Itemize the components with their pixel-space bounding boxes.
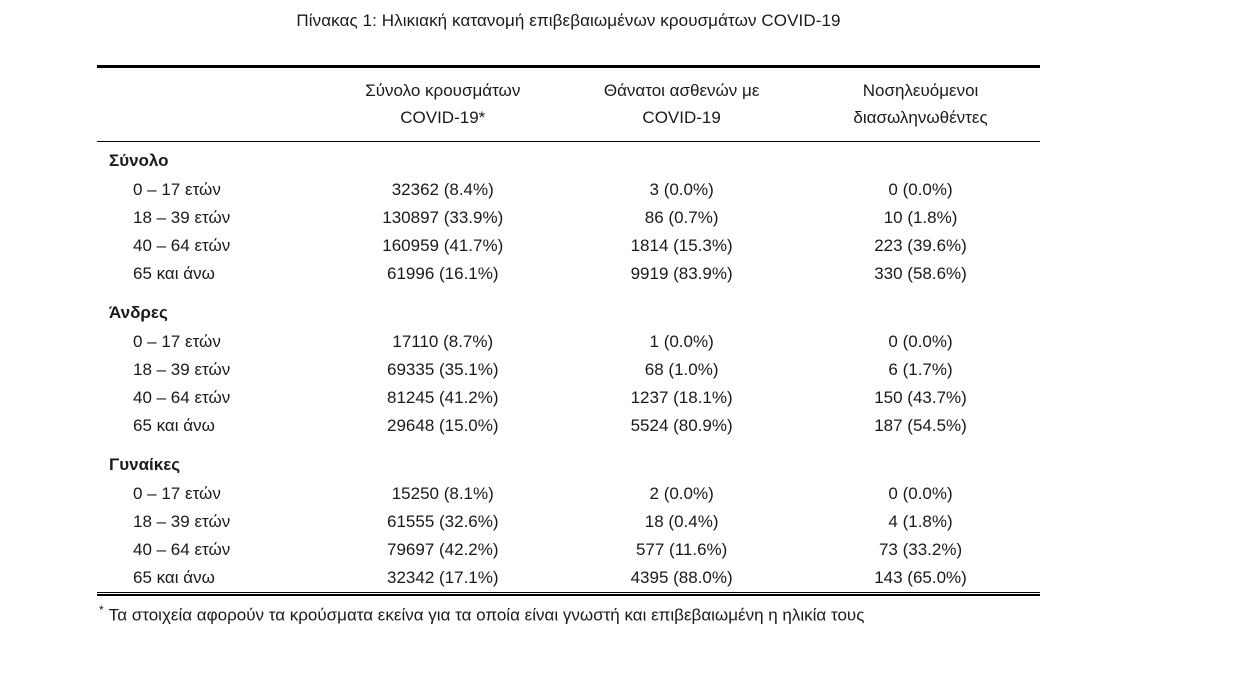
cases-value: 69335 (35.1%) [387, 360, 499, 379]
table-title: Πίνακας 1: Ηλικιακή κατανομή επιβεβαιωμέ… [296, 11, 841, 30]
table-row: 18 – 39 ετών 69335 (35.1%) 68 (1.0%) 6 (… [97, 356, 1040, 384]
table-row: 40 – 64 ετών 81245 (41.2%) 1237 (18.1%) … [97, 384, 1040, 412]
deaths-value: 4395 (88.0%) [630, 568, 733, 587]
section-header-women: Γυναίκες [97, 440, 1040, 480]
deaths-value: 86 (0.7%) [644, 208, 719, 227]
cases-value: 160959 (41.7%) [382, 236, 504, 255]
age-group-label: 0 – 17 ετών [133, 332, 221, 351]
table-row: 0 – 17 ετών 15250 (8.1%) 2 (0.0%) 0 (0.0… [97, 480, 1040, 508]
column-header-line: Νοσηλευόμενοι [862, 81, 979, 100]
age-group-label: 18 – 39 ετών [133, 208, 231, 227]
table-row: 18 – 39 ετών 130897 (33.9%) 86 (0.7%) 10… [97, 204, 1040, 232]
age-group-label: 65 και άνω [133, 416, 215, 435]
cases-value: 29648 (15.0%) [387, 416, 499, 435]
intubated-value: 0 (0.0%) [888, 332, 953, 351]
column-header-line: Σύνολο κρουσμάτων [365, 81, 521, 100]
footnote-marker: * [99, 603, 104, 617]
column-header-line: διασωληνωθέντες [853, 108, 988, 127]
intubated-value: 6 (1.7%) [888, 360, 953, 379]
deaths-value: 3 (0.0%) [649, 180, 714, 199]
section-header-men: Άνδρες [97, 288, 1040, 328]
intubated-value: 330 (58.6%) [874, 264, 967, 283]
section-name: Σύνολο [109, 151, 169, 170]
column-header-deaths: Θάνατοι ασθενών με COVID-19 [562, 67, 801, 142]
age-group-label: 0 – 17 ετών [133, 180, 221, 199]
deaths-value: 1237 (18.1%) [630, 388, 733, 407]
deaths-value: 18 (0.4%) [644, 512, 719, 531]
cases-value: 32362 (8.4%) [391, 180, 494, 199]
table-row: 65 και άνω 29648 (15.0%) 5524 (80.9%) 18… [97, 412, 1040, 440]
age-group-label: 65 και άνω [133, 264, 215, 283]
deaths-value: 1 (0.0%) [649, 332, 714, 351]
column-header-line: COVID-19 [642, 108, 721, 127]
table-row: 65 και άνω 32342 (17.1%) 4395 (88.0%) 14… [97, 564, 1040, 593]
deaths-value: 2 (0.0%) [649, 484, 714, 503]
table-row: 40 – 64 ετών 160959 (41.7%) 1814 (15.3%)… [97, 232, 1040, 260]
table-footnote: * Τα στοιχεία αφορούν τα κρούσματα εκείνα… [97, 603, 1040, 626]
age-group-label: 65 και άνω [133, 568, 215, 587]
footnote-text: Τα στοιχεία αφορούν τα κρούσματα εκείνα … [108, 605, 865, 625]
section-header-total: Σύνολο [97, 142, 1040, 177]
intubated-value: 10 (1.8%) [883, 208, 958, 227]
intubated-value: 187 (54.5%) [874, 416, 967, 435]
deaths-value: 9919 (83.9%) [630, 264, 733, 283]
cases-value: 130897 (33.9%) [382, 208, 504, 227]
column-header-line: COVID-19* [400, 108, 486, 127]
cases-value: 15250 (8.1%) [391, 484, 494, 503]
table-row: 0 – 17 ετών 17110 (8.7%) 1 (0.0%) 0 (0.0… [97, 328, 1040, 356]
table-row: 0 – 17 ετών 32362 (8.4%) 3 (0.0%) 0 (0.0… [97, 176, 1040, 204]
covid-age-distribution-table: Σύνολο κρουσμάτων COVID-19* Θάνατοι ασθε… [97, 65, 1040, 593]
table-container: Πίνακας 1: Ηλικιακή κατανομή επιβεβαιωμέ… [97, 0, 1040, 643]
cases-value: 32342 (17.1%) [387, 568, 499, 587]
cases-value: 81245 (41.2%) [387, 388, 499, 407]
column-header-total-cases: Σύνολο κρουσμάτων COVID-19* [323, 67, 562, 142]
cases-value: 61996 (16.1%) [387, 264, 499, 283]
table-header: Σύνολο κρουσμάτων COVID-19* Θάνατοι ασθε… [97, 66, 1040, 142]
column-header-line: Θάνατοι ασθενών με [603, 81, 760, 100]
age-group-label: 18 – 39 ετών [133, 512, 231, 531]
deaths-value: 68 (1.0%) [644, 360, 719, 379]
column-header-intubated: Νοσηλευόμενοι διασωληνωθέντες [801, 67, 1040, 142]
corner-cell [97, 67, 323, 142]
section-name: Άνδρες [109, 303, 168, 322]
cases-value: 79697 (42.2%) [387, 540, 499, 559]
deaths-value: 1814 (15.3%) [630, 236, 733, 255]
deaths-value: 577 (11.6%) [635, 540, 728, 559]
intubated-value: 143 (65.0%) [874, 568, 967, 587]
intubated-value: 0 (0.0%) [888, 180, 953, 199]
section-name: Γυναίκες [109, 455, 181, 474]
age-group-label: 18 – 39 ετών [133, 360, 231, 379]
intubated-value: 223 (39.6%) [874, 236, 967, 255]
table-bottom-rule [97, 593, 1040, 596]
age-group-label: 40 – 64 ετών [133, 236, 231, 255]
intubated-value: 0 (0.0%) [888, 484, 953, 503]
age-group-label: 40 – 64 ετών [133, 540, 231, 559]
age-group-label: 40 – 64 ετών [133, 388, 231, 407]
table-row: 18 – 39 ετών 61555 (32.6%) 18 (0.4%) 4 (… [97, 508, 1040, 536]
table-row: 65 και άνω 61996 (16.1%) 9919 (83.9%) 33… [97, 260, 1040, 288]
cases-value: 17110 (8.7%) [392, 332, 494, 351]
intubated-value: 73 (33.2%) [878, 540, 963, 559]
cases-value: 61555 (32.6%) [387, 512, 499, 531]
table-body: Σύνολο 0 – 17 ετών 32362 (8.4%) 3 (0.0%)… [97, 142, 1040, 593]
deaths-value: 5524 (80.9%) [630, 416, 733, 435]
age-group-label: 0 – 17 ετών [133, 484, 221, 503]
intubated-value: 150 (43.7%) [874, 388, 967, 407]
intubated-value: 4 (1.8%) [888, 512, 953, 531]
table-row: 40 – 64 ετών 79697 (42.2%) 577 (11.6%) 7… [97, 536, 1040, 564]
